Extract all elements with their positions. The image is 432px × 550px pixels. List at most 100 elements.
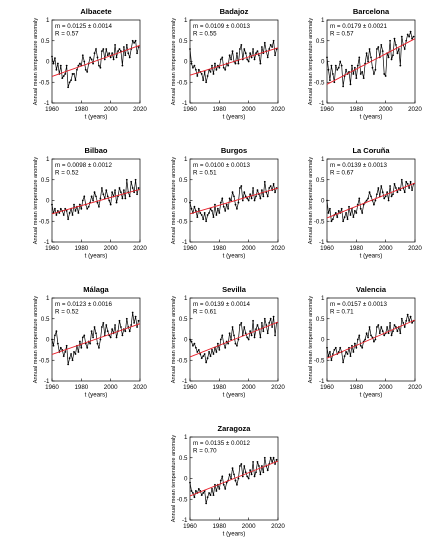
data-point xyxy=(400,178,403,181)
data-point xyxy=(256,50,259,53)
data-point xyxy=(216,207,219,210)
data-point xyxy=(368,326,371,328)
data-point xyxy=(61,77,64,79)
fit-annotation: R = 0.51 xyxy=(193,170,217,177)
data-point xyxy=(227,342,230,345)
series-line xyxy=(51,39,139,88)
data-point xyxy=(71,73,74,75)
data-point xyxy=(192,66,194,69)
data-point xyxy=(93,52,96,55)
data-point xyxy=(81,336,84,339)
data-point xyxy=(92,199,94,202)
data-point xyxy=(95,48,97,50)
series-line xyxy=(51,179,139,220)
data-point xyxy=(114,324,116,326)
x-tick-label: 1960 xyxy=(45,384,59,391)
data-point xyxy=(230,477,232,480)
fit-annotation: m = 0.0179 ± 0.0021 xyxy=(330,23,387,30)
data-point xyxy=(345,68,347,71)
data-point xyxy=(393,183,396,185)
data-point xyxy=(361,346,364,349)
data-point xyxy=(194,490,197,492)
x-axis-label: t (years) xyxy=(360,114,383,121)
data-point xyxy=(206,496,209,499)
data-point xyxy=(230,338,232,341)
panel-title: Bilbao xyxy=(85,146,108,155)
data-point xyxy=(370,56,372,59)
y-tick-label: 1 xyxy=(321,295,325,302)
data-point xyxy=(228,54,231,57)
data-point xyxy=(348,205,350,208)
data-point xyxy=(81,54,84,57)
data-point xyxy=(349,214,352,216)
data-point xyxy=(59,64,62,67)
data-point xyxy=(330,64,333,67)
data-point xyxy=(90,330,93,333)
data-point xyxy=(199,212,202,214)
data-point xyxy=(234,203,237,206)
data-point xyxy=(392,54,394,57)
y-tick-label: 1 xyxy=(46,17,50,24)
data-point xyxy=(109,203,112,206)
y-tick-label: 1 xyxy=(184,434,188,441)
data-point xyxy=(54,57,56,60)
data-point xyxy=(377,46,380,48)
x-tick-label: 1980 xyxy=(212,384,226,391)
data-point xyxy=(221,475,224,478)
data-point xyxy=(380,44,383,46)
data-point xyxy=(190,340,193,343)
data-point xyxy=(215,490,218,492)
data-point xyxy=(121,197,124,200)
x-tick-label: 2000 xyxy=(242,245,256,252)
panel-badajoz: Badajoz -1 -0.5 0 0.5 1 1960 1980 2000 2020 t (yea… xyxy=(171,7,285,121)
data-point xyxy=(337,66,340,69)
data-point xyxy=(269,317,272,320)
data-point xyxy=(214,203,216,206)
data-point xyxy=(362,203,365,206)
data-point xyxy=(343,355,346,357)
panel-title: Valencia xyxy=(356,285,387,294)
data-point xyxy=(84,68,87,71)
data-point xyxy=(67,218,70,221)
data-point xyxy=(227,64,230,67)
data-point xyxy=(238,187,241,189)
y-tick-label: 1 xyxy=(321,156,325,163)
data-point xyxy=(89,56,92,59)
data-point xyxy=(219,201,222,204)
data-point xyxy=(381,330,384,333)
data-point xyxy=(206,75,209,77)
y-tick-label: 0 xyxy=(46,198,50,205)
data-point xyxy=(263,456,266,459)
data-point xyxy=(340,207,343,210)
y-tick-label: 0 xyxy=(321,59,325,66)
data-point xyxy=(355,77,358,79)
data-point xyxy=(403,191,406,194)
data-point xyxy=(71,359,74,362)
data-point xyxy=(326,199,328,202)
data-point xyxy=(87,205,90,208)
data-point xyxy=(387,332,390,335)
data-point xyxy=(408,319,411,322)
data-point xyxy=(272,315,275,318)
data-point xyxy=(329,351,331,353)
trend-line xyxy=(189,187,279,215)
data-point xyxy=(189,481,191,484)
data-point xyxy=(271,46,274,48)
data-point xyxy=(233,195,235,198)
data-point xyxy=(224,68,227,71)
x-tick-label: 2000 xyxy=(379,384,393,391)
data-point xyxy=(193,496,196,499)
data-point xyxy=(136,193,138,196)
data-point xyxy=(246,58,249,61)
series-line xyxy=(326,31,414,87)
data-point xyxy=(136,326,138,328)
data-point xyxy=(214,62,216,65)
data-point xyxy=(333,348,336,351)
data-point xyxy=(211,209,213,212)
data-point xyxy=(80,346,83,349)
data-point xyxy=(334,346,337,349)
data-point xyxy=(102,48,105,50)
data-point xyxy=(236,207,238,210)
data-point xyxy=(193,64,196,67)
series-line xyxy=(51,312,139,365)
